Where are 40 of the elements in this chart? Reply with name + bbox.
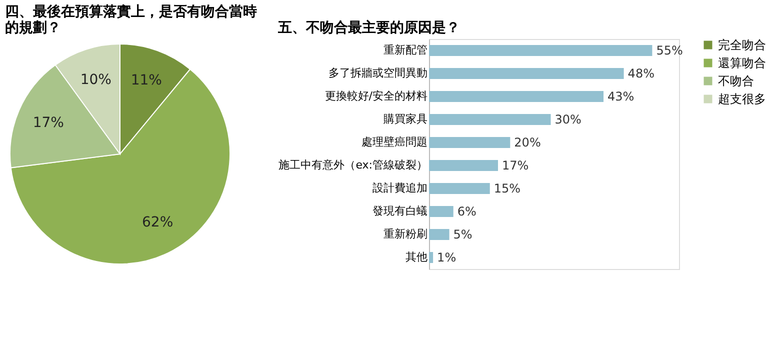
bar <box>429 45 652 56</box>
bar <box>429 206 454 217</box>
data-label: 10% <box>80 72 112 88</box>
data-label: 17% <box>32 115 64 132</box>
bar <box>429 91 604 102</box>
bar <box>429 137 510 148</box>
data-label: 1% <box>437 250 456 264</box>
bar <box>429 229 450 240</box>
bar <box>429 160 498 171</box>
y-tick-label: 處理壁癌問題 <box>362 136 428 148</box>
bar <box>429 252 434 263</box>
legend-label: 不吻合 <box>718 74 754 88</box>
data-label: 11% <box>130 72 162 89</box>
bar <box>429 183 490 194</box>
y-tick-label: 重新粉刷 <box>384 228 428 240</box>
data-label: 15% <box>494 182 521 196</box>
data-label: 30% <box>554 112 582 126</box>
y-tick-label: 更換較好/安全的材料 <box>324 90 428 102</box>
y-tick-label: 發現有白蟻 <box>372 204 428 218</box>
data-label: 43% <box>608 90 634 104</box>
legend-label: 完全吻合 <box>718 38 766 52</box>
legend-label: 超支很多 <box>718 92 766 106</box>
legend-label: 還算吻合 <box>718 56 766 70</box>
y-tick-label: 施工中有意外（ex:管線破裂） <box>278 158 428 172</box>
data-label: 62% <box>142 214 174 230</box>
y-tick-label: 設計費追加 <box>372 182 428 194</box>
y-tick-label: 其他 <box>406 250 428 264</box>
y-tick-label: 重新配管 <box>384 44 428 56</box>
data-label: 6% <box>457 204 476 218</box>
bar <box>429 114 551 125</box>
data-label: 55% <box>656 44 683 58</box>
data-label: 17% <box>502 158 529 172</box>
data-label: 48% <box>628 66 654 80</box>
chart-title: 五、不吻合最主要的原因是？ <box>277 19 460 36</box>
bar <box>429 68 624 79</box>
chart-title: 四、最後在預算落實上，是否有吻合當時的規劃？ <box>5 4 257 36</box>
y-tick-label: 多了拆牆或空間異動 <box>328 66 428 80</box>
data-label: 20% <box>514 136 541 150</box>
data-label: 5% <box>453 228 472 242</box>
y-tick-label: 購買家具 <box>384 112 428 126</box>
